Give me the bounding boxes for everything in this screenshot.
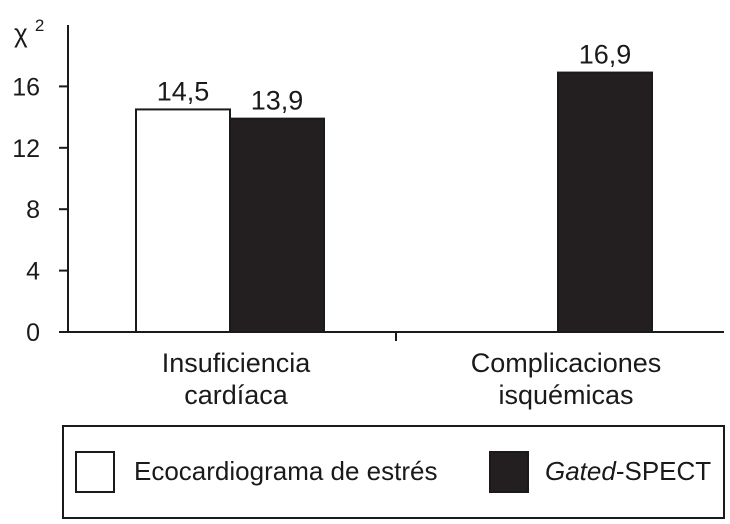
category-label-2-line2: isquémicas [498,380,633,410]
category-label-1-line2: cardíaca [184,380,289,410]
y-axis-title-symbol: χ [14,18,28,48]
y-tick-label-0: 0 [26,319,40,347]
legend-frame [62,425,725,519]
bar-series2-cat1 [229,117,325,334]
data-label-series2-cat1: 13,9 [251,86,304,116]
bars [135,71,653,334]
y-tick-label-16: 16 [12,73,40,101]
legend-swatch-ecocardiograma [75,451,115,493]
y-tick-label-4: 4 [26,258,40,286]
y-tick-label-8: 8 [26,196,40,224]
category-label-1-line1: Insuficiencia [162,348,312,378]
y-axis-title-superscript: 2 [35,16,44,35]
legend-label-gated-spect: Gated-SPECT [545,456,711,486]
data-labels: 14,5 13,9 16,9 [157,40,632,116]
legend: Ecocardiograma de estrés Gated-SPECT [62,425,725,519]
legend-label-ecocardiograma: Ecocardiograma de estrés [134,456,437,486]
data-label-series1-cat1: 14,5 [157,76,210,106]
bar-series2-cat2 [557,71,653,334]
data-label-series2-cat2: 16,9 [579,40,632,70]
bar-series1-cat1 [135,108,231,333]
legend-label-gated-italic: Gated [545,456,617,486]
y-axis-ticks: 0 4 8 12 16 [12,73,68,347]
legend-label-spect: -SPECT [616,456,711,486]
y-tick-label-12: 12 [12,135,40,163]
legend-swatch-gated-spect [489,451,529,493]
category-label-2-line1: Complicaciones [471,348,662,378]
y-axis-title: χ 2 [14,16,44,48]
